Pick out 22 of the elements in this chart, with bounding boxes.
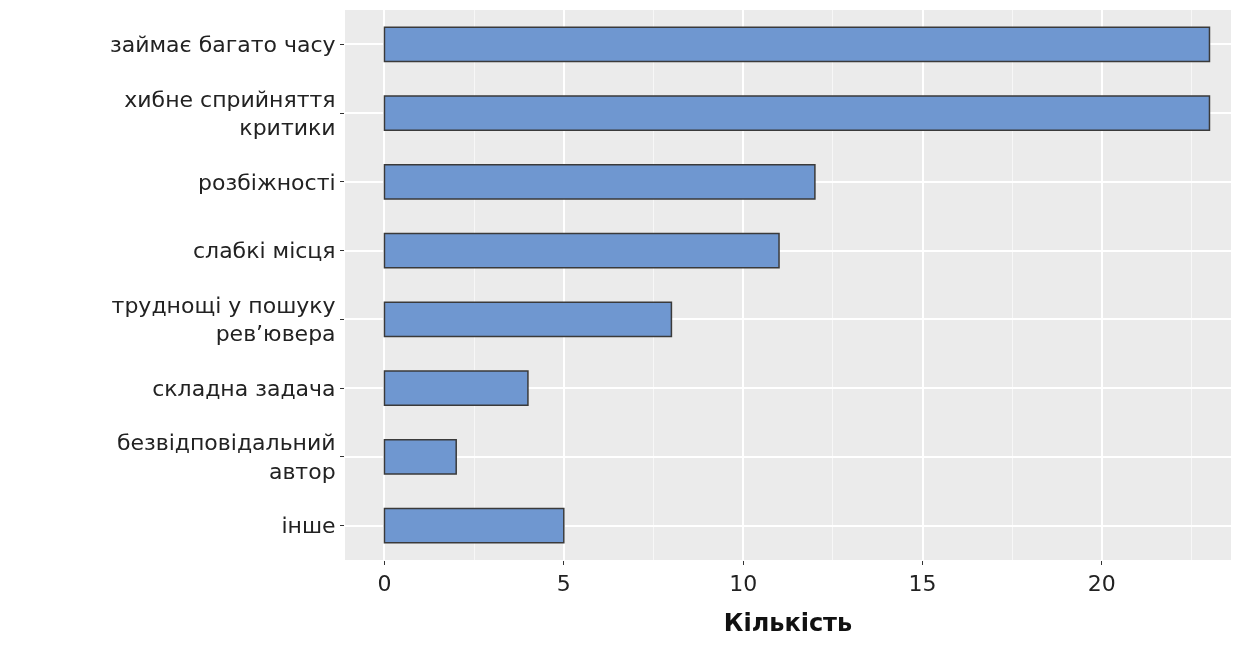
y-tick-label: хибне сприйняття критики xyxy=(124,86,336,141)
bar xyxy=(383,301,673,338)
x-tick-label: 5 xyxy=(556,571,571,597)
bar xyxy=(383,507,565,544)
bar xyxy=(383,438,457,475)
y-tick-label: безвідповідальний автор xyxy=(116,430,336,484)
x-tick-label: 10 xyxy=(729,571,758,597)
bar xyxy=(383,163,816,200)
y-tick-label: слабкі місця xyxy=(192,238,336,264)
bar xyxy=(383,232,780,269)
bar xyxy=(383,95,1211,132)
x-tick-label: 0 xyxy=(377,571,392,597)
y-tick-label: труднощі у пошуку рев’ювера xyxy=(111,292,336,347)
bar xyxy=(383,370,529,407)
x-axis-title: Кількість xyxy=(723,608,853,637)
y-tick-label: складна задача xyxy=(152,375,336,401)
x-tick-label: 15 xyxy=(908,571,937,597)
x-tick-label: 20 xyxy=(1087,571,1116,597)
bar xyxy=(383,26,1211,63)
y-tick-label: розбіжності xyxy=(198,169,336,195)
y-tick-label: інше xyxy=(281,513,336,539)
y-tick-label: займає багато часу xyxy=(110,32,336,58)
